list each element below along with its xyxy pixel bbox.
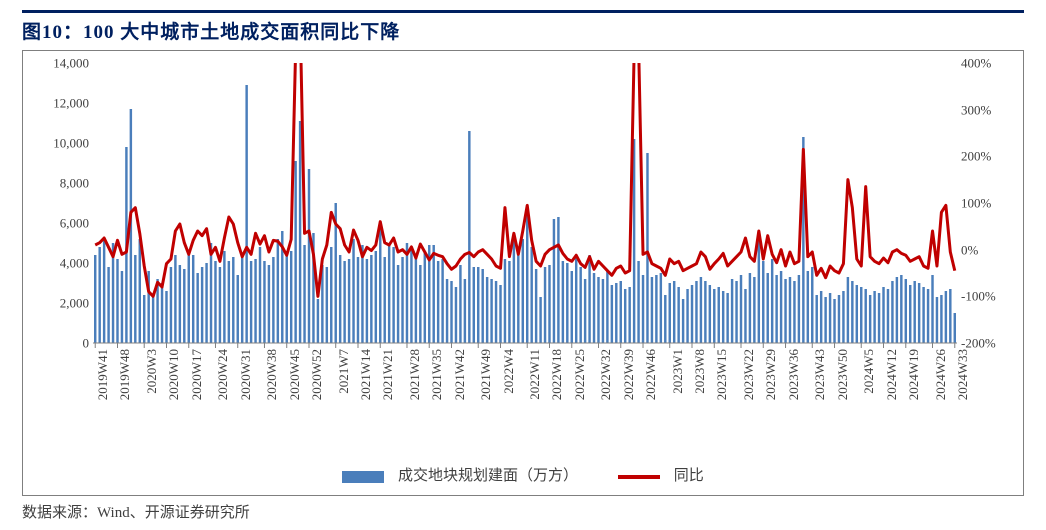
legend-bar-label: 成交地块规划建面（万方） [398, 468, 578, 484]
y-axis-left: 02,0004,0006,0008,00010,00012,00014,000 [29, 63, 89, 343]
x-axis: 2019W412019W482020W32020W102020W172020W2… [93, 349, 957, 459]
line-swatch [618, 475, 660, 479]
legend-line-label: 同比 [674, 468, 704, 484]
legend-item-bar: 成交地块规划建面（万方） [342, 464, 578, 485]
y-axis-right: -200%-100%0%100%200%300%400% [961, 63, 1017, 343]
legend-item-line: 同比 [618, 464, 704, 485]
plot-area [93, 63, 957, 343]
bar-swatch [342, 471, 384, 483]
chart-container: 02,0004,0006,0008,00010,00012,00014,000 … [22, 50, 1024, 496]
legend: 成交地块规划建面（万方） 同比 [23, 464, 1023, 485]
chart-title: 图10：100 大中城市土地成交面积同比下降 [22, 10, 1024, 44]
source-text: 数据来源：Wind、开源证券研究所 [22, 501, 250, 522]
